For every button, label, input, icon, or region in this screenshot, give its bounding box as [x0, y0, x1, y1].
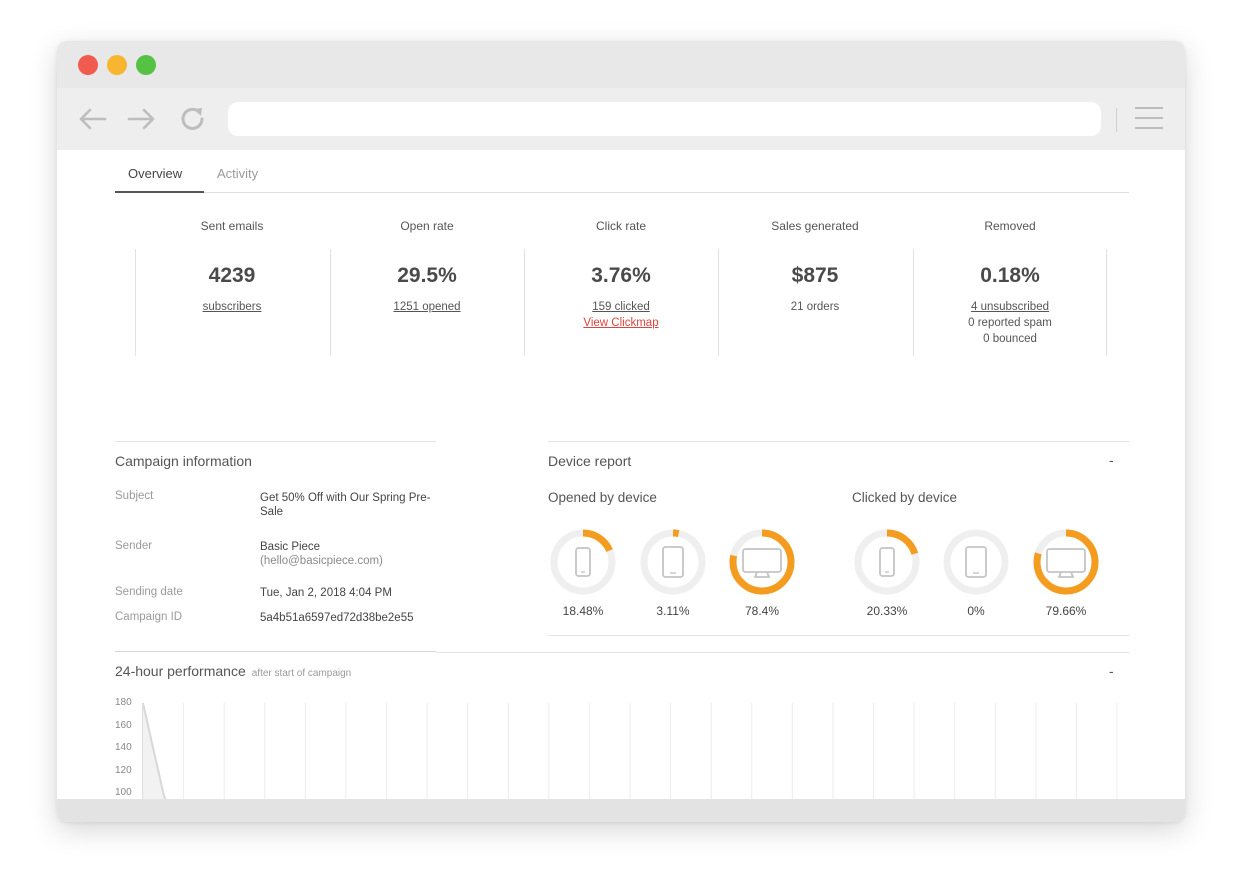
divider: [115, 441, 436, 442]
forward-arrow-icon[interactable]: [125, 103, 157, 135]
tab-overview[interactable]: Overview: [128, 166, 183, 181]
subject-label: Subject: [115, 490, 154, 502]
phone-icon: [575, 547, 591, 577]
opened-percent-label: 18.48%: [562, 604, 604, 618]
maximize-window-button[interactable]: [136, 55, 156, 75]
stat-label: Open rate: [400, 219, 454, 233]
stat-sub-text: 0 bounced: [983, 333, 1037, 345]
desktop-icon: [1046, 548, 1086, 578]
performance-title-text: 24-hour performance: [115, 663, 246, 679]
stat-divider: [524, 249, 525, 356]
sending-date-value: Tue, Jan 2, 2018 4:04 PM: [260, 587, 392, 599]
y-tick-label: 120: [115, 764, 132, 776]
donut-fill: [640, 529, 706, 595]
sender-value: Basic Piece (hello@basicpiece.com): [260, 540, 383, 568]
opened-donut-phone: [550, 529, 616, 595]
stat-sub-link[interactable]: 1251 opened: [393, 301, 461, 313]
browser-toolbar: [57, 88, 1185, 150]
stat-label: Click rate: [595, 219, 646, 233]
subject-value: Get 50% Off with Our Spring Pre-Sale: [260, 492, 431, 518]
stat-label: Sales generated: [771, 219, 859, 233]
stat-value: 0.18%: [980, 264, 1040, 287]
clicked-percent-label: 20.33%: [866, 604, 908, 618]
stat-sub-text: 0 reported spam: [968, 317, 1052, 329]
toolbar-divider: [1116, 108, 1117, 132]
stat-value: $875: [791, 264, 839, 287]
donut-fill: [1033, 529, 1099, 595]
opened-donut-desktop: [729, 529, 795, 595]
page-content: Overview Activity Sent emails 4239 subscri…: [57, 150, 1185, 799]
stat-divider: [330, 249, 331, 356]
stat-value: 3.76%: [591, 264, 651, 287]
y-tick-label: 180: [115, 697, 132, 708]
stat-sub-link[interactable]: 4 unsubscribed: [971, 301, 1049, 313]
minimize-window-button[interactable]: [107, 55, 127, 75]
campaign-info-title: Campaign information: [115, 453, 252, 469]
divider: [436, 652, 1129, 653]
back-arrow-icon[interactable]: [77, 103, 109, 135]
y-tick-label: 160: [115, 719, 132, 731]
tablet-icon: [662, 546, 684, 578]
divider: [115, 651, 436, 652]
sender-name: Basic Piece: [260, 541, 321, 553]
browser-window: Overview Activity Sent emails 4239 subscri…: [57, 41, 1185, 822]
divider: [548, 635, 1129, 636]
campaign-id-value: 5a4b51a6597ed72d38be2e55: [260, 612, 414, 624]
close-window-button[interactable]: [78, 55, 98, 75]
device-report-collapse-button[interactable]: -: [1109, 452, 1114, 468]
campaign-id-label: Campaign ID: [115, 611, 183, 623]
stat-label: Removed: [984, 219, 1036, 233]
device-report-title: Device report: [548, 453, 632, 469]
performance-note: after start of campaign: [251, 668, 352, 679]
clicked-donut-phone: [854, 529, 920, 595]
stat-divider: [913, 249, 914, 356]
sender-email: (hello@basicpiece.com): [260, 555, 383, 567]
clicked-percent-label: 79.66%: [1045, 604, 1087, 618]
donut-fill: [550, 529, 616, 595]
divider: [548, 441, 1129, 442]
donut-fill: [854, 529, 920, 595]
performance-collapse-button[interactable]: -: [1109, 663, 1114, 679]
opened-donut-tablet: [640, 529, 706, 595]
opened-by-device-title: Opened by device: [548, 490, 657, 505]
opened-percent-label: 3.11%: [656, 604, 690, 618]
series-area: [143, 703, 166, 799]
performance-title: 24-hour performance after start of campai…: [115, 663, 351, 679]
stat-sub-link[interactable]: subscribers: [202, 301, 262, 313]
y-tick-label: 100: [115, 787, 132, 798]
stat-label: Sent emails: [200, 219, 264, 233]
stat-sub-link[interactable]: 159 clicked: [592, 301, 650, 313]
sender-label: Sender: [115, 540, 153, 552]
tab-activity[interactable]: Activity: [217, 166, 259, 181]
performance-chart-svg: [142, 702, 1118, 799]
stat-divider: [1106, 249, 1107, 356]
y-tick-label: 140: [115, 742, 132, 753]
desktop-icon: [742, 548, 782, 578]
reload-icon[interactable]: [177, 103, 209, 135]
sending-date-label: Sending date: [115, 586, 183, 598]
performance-chart: 1801601401201008060: [115, 695, 1125, 799]
stat-value: 29.5%: [397, 264, 457, 287]
tablet-icon: [965, 546, 987, 578]
clicked-donut-desktop: [1033, 529, 1099, 595]
series-line: [142, 702, 167, 799]
tab-bar: Overview Activity: [115, 150, 1129, 193]
stat-value: 4239: [208, 264, 256, 287]
clicked-percent-label: 0%: [967, 604, 985, 618]
hamburger-menu-icon[interactable]: [1135, 107, 1163, 131]
active-tab-indicator: [115, 191, 204, 193]
address-bar[interactable]: [228, 102, 1101, 136]
stat-divider: [135, 249, 136, 356]
clicked-by-device-title: Clicked by device: [852, 490, 958, 505]
phone-icon: [879, 547, 895, 577]
clicked-donut-tablet: [943, 529, 1009, 595]
opened-percent-label: 78.4%: [744, 604, 780, 618]
stat-divider: [718, 249, 719, 356]
title-bar: [57, 41, 1185, 88]
stat-sub-text: 21 orders: [790, 301, 840, 313]
view-clickmap-link[interactable]: View Clickmap: [583, 317, 659, 329]
donut-fill: [729, 529, 795, 595]
status-bar: [57, 799, 1185, 822]
